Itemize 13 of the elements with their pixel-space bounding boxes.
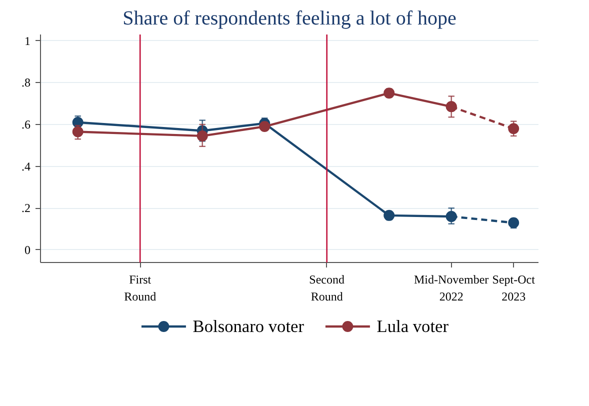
x-tick-label: Mid-November 2022 <box>414 272 489 304</box>
chart-title: Share of respondents feeling a lot of hope <box>122 8 457 30</box>
legend-label: Bolsonaro voter <box>192 317 304 336</box>
x-tick-label: Second Round <box>309 272 345 304</box>
x-tick-label: Sept-Oct 2023 <box>492 272 536 304</box>
y-tick-label: .2 <box>22 201 30 216</box>
y-tick-label: 1 <box>24 34 30 48</box>
y-tick-label: .4 <box>22 159 30 174</box>
y-tick-label: .8 <box>22 76 30 90</box>
y-tick-label: 0 <box>24 242 30 257</box>
y-tick-label: .6 <box>22 117 30 132</box>
x-tick-label: First Round <box>124 272 156 304</box>
legend-label: Lula voter <box>376 317 449 336</box>
